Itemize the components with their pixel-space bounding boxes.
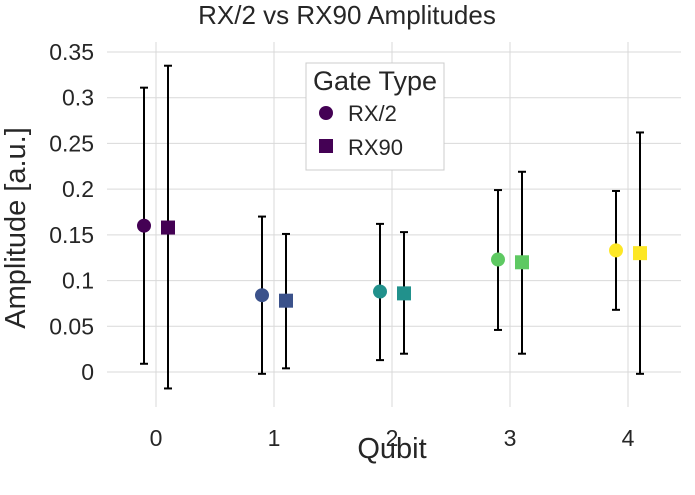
data-point-rx2 (373, 284, 387, 299)
x-tick-labels: 0 1 2 3 4 (150, 425, 635, 451)
y-tick-label: 0 (81, 359, 94, 385)
x-tick-label: 4 (622, 425, 635, 451)
y-tick-label: 0.3 (62, 85, 94, 111)
y-axis-label: Amplitude [a.u.] (0, 127, 32, 329)
x-tick-label: 2 (386, 425, 399, 451)
x-tick-label: 3 (504, 425, 517, 451)
y-tick-label: 0.35 (49, 39, 94, 65)
legend-title: Gate Type (313, 66, 437, 96)
data-point-rx2 (609, 243, 623, 258)
legend: Gate Type RX/2 RX90 (305, 62, 445, 171)
data-points (137, 218, 647, 308)
y-tick-label: 0.15 (49, 222, 94, 248)
y-tick-label: 0.05 (49, 313, 94, 339)
x-axis-label: Qubit (357, 433, 426, 465)
data-point-rx2 (491, 252, 505, 267)
legend-circle-marker (319, 106, 333, 120)
y-tick-labels: 0 0.05 0.1 0.15 0.2 0.25 0.3 0.35 (49, 39, 94, 385)
x-tick-label: 1 (268, 425, 281, 451)
legend-entry-rx2: RX/2 (348, 101, 397, 126)
y-tick-label: 0.1 (62, 268, 94, 294)
legend-entry-rx90: RX90 (348, 135, 403, 160)
x-tick-label: 0 (150, 425, 163, 451)
legend-square-marker (319, 139, 333, 153)
chart-title: RX/2 vs RX90 Amplitudes (198, 0, 496, 30)
data-point-rx90 (279, 293, 293, 308)
data-point-rx90 (397, 286, 411, 301)
y-tick-label: 0.25 (49, 130, 94, 156)
data-point-rx2 (137, 218, 151, 233)
y-tick-label: 0.2 (62, 176, 94, 202)
data-point-rx2 (255, 288, 269, 303)
data-point-rx90 (633, 246, 647, 261)
data-point-rx90 (161, 220, 175, 235)
data-point-rx90 (515, 255, 529, 270)
